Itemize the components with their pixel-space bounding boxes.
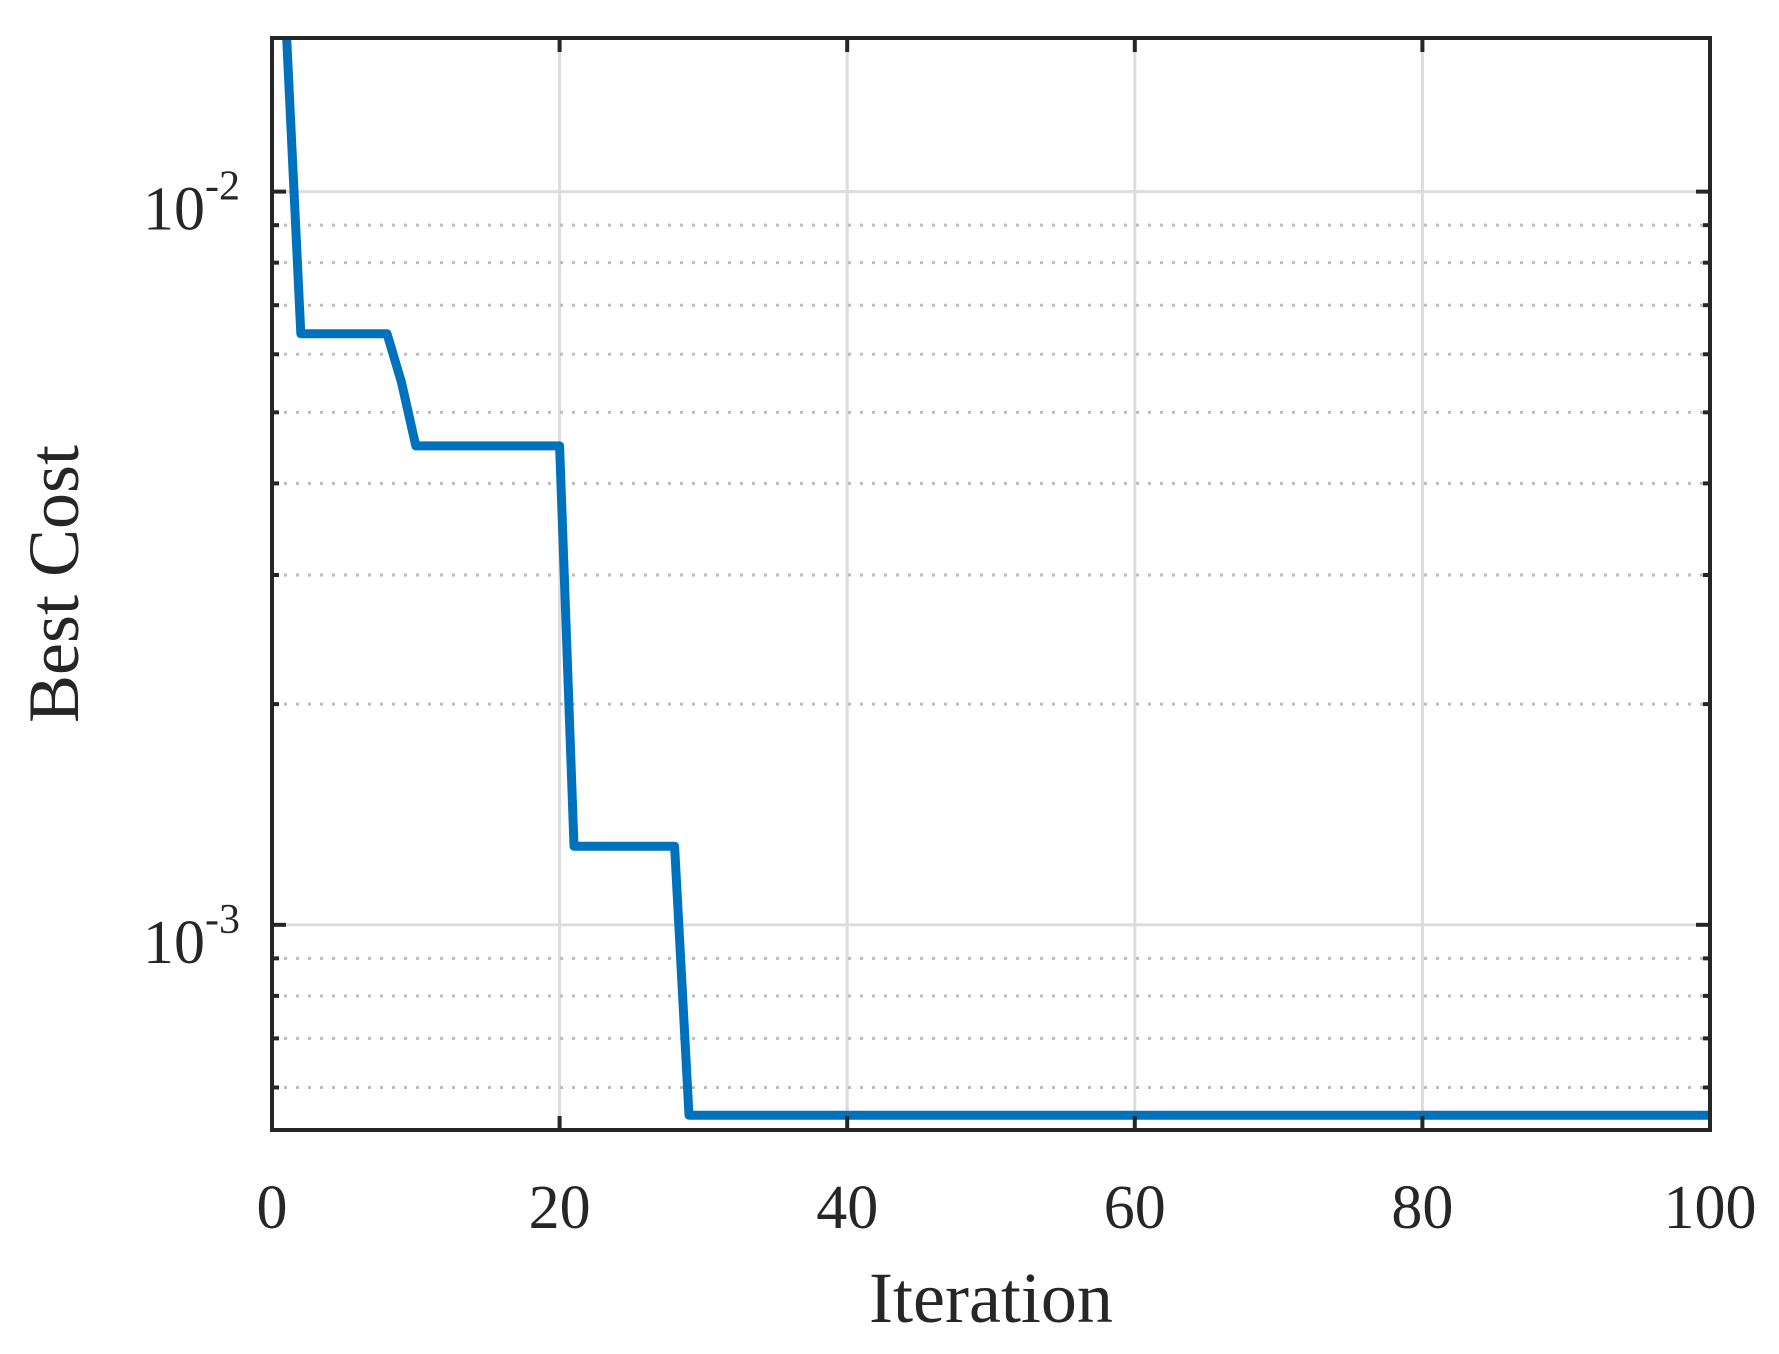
x-tick-label: 100: [1664, 1174, 1757, 1242]
y-tick-mantissa: 10: [143, 909, 205, 977]
y-tick-exponent: -2: [205, 164, 240, 210]
x-axis-label: Iteration: [869, 1258, 1113, 1338]
axes: [270, 36, 1712, 1132]
y-axis-label: Best Cost: [14, 445, 94, 723]
x-tick-label: 0: [257, 1174, 288, 1242]
y-tick-mantissa: 10: [143, 176, 205, 244]
x-tick-label: 60: [1104, 1174, 1166, 1242]
axes-box: [270, 36, 1712, 1132]
y-tick-label: 10-2: [143, 164, 240, 244]
x-tick-label: 40: [816, 1174, 878, 1242]
series-layer: [282, 38, 1710, 1120]
x-tick-label: 80: [1391, 1174, 1453, 1242]
series-line-0: [282, 38, 1710, 1120]
y-tick-exponent: -3: [205, 897, 240, 943]
x-tick-label: 20: [529, 1174, 591, 1242]
y-tick-label: 10-3: [143, 897, 240, 977]
